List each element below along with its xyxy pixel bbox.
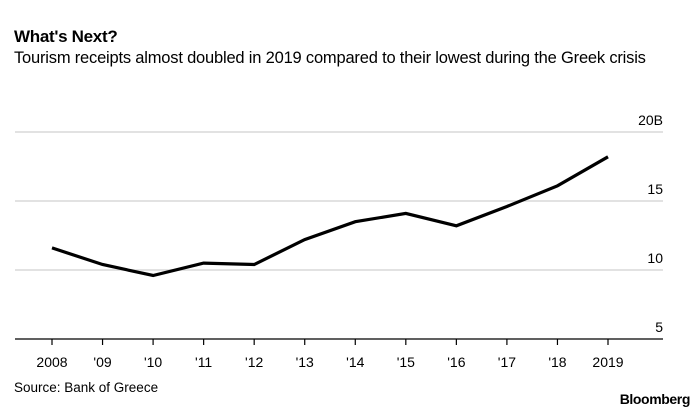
x-tick-label: '10 <box>144 354 162 370</box>
x-tick-label: 2019 <box>592 354 623 370</box>
y-tick-label: 10 <box>647 250 663 266</box>
chart-subtitle: Tourism receipts almost doubled in 2019 … <box>14 49 646 67</box>
y-tick-label: 15 <box>647 181 663 197</box>
x-tick-label: '15 <box>397 354 415 370</box>
series-layer <box>51 155 609 278</box>
x-tick-label: '14 <box>346 354 364 370</box>
x-tick-label: '11 <box>195 354 212 370</box>
x-tick-label: 2008 <box>36 354 67 370</box>
y-axis: 20B 15 10 5 <box>638 112 663 335</box>
x-tick-label: '13 <box>296 354 314 370</box>
x-tick-label: '16 <box>447 354 465 370</box>
gridlines <box>15 131 663 271</box>
x-tick-label: '17 <box>498 354 516 370</box>
x-tick-label: '18 <box>548 354 566 370</box>
x-axis: 2008 '09 '10 '11 '12 '13 '14 '15 '16 '17 '18 2019 <box>15 338 663 370</box>
source-note: Source: Bank of Greece <box>14 380 159 395</box>
y-tick-label: 20B <box>638 112 663 128</box>
x-tick-label: '12 <box>245 354 263 370</box>
bloomberg-logo: Bloomberg <box>619 391 691 407</box>
series-line <box>51 155 609 278</box>
y-tick-label: 5 <box>655 319 663 335</box>
x-tick-label: '09 <box>93 354 111 370</box>
chart-title: What's Next? <box>14 27 118 46</box>
